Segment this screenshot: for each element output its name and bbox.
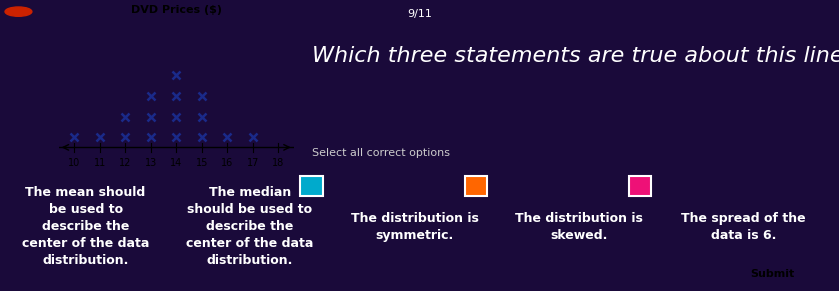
- Text: 10: 10: [68, 158, 81, 168]
- FancyBboxPatch shape: [629, 176, 651, 196]
- Text: 18: 18: [272, 158, 284, 168]
- Text: The median
should be used to
describe the
center of the data
distribution.: The median should be used to describe th…: [186, 187, 314, 267]
- Text: 14: 14: [170, 158, 182, 168]
- Text: The distribution is
skewed.: The distribution is skewed.: [515, 212, 643, 242]
- Text: Which three statements are true about this line plot?: Which three statements are true about th…: [312, 46, 839, 66]
- Text: Select all correct options: Select all correct options: [312, 148, 451, 158]
- Text: 12: 12: [119, 158, 132, 168]
- Text: 17: 17: [247, 158, 259, 168]
- Text: The mean should
be used to
describe the
center of the data
distribution.: The mean should be used to describe the …: [22, 187, 149, 267]
- Title: DVD Prices ($): DVD Prices ($): [131, 5, 221, 15]
- Text: The distribution is
symmetric.: The distribution is symmetric.: [351, 212, 478, 242]
- Text: 11: 11: [93, 158, 106, 168]
- Text: The spread of the
data is 6.: The spread of the data is 6.: [681, 212, 805, 242]
- Text: 16: 16: [221, 158, 233, 168]
- Text: 9/11: 9/11: [407, 9, 432, 19]
- Text: 13: 13: [144, 158, 157, 168]
- FancyBboxPatch shape: [300, 176, 322, 196]
- FancyBboxPatch shape: [465, 176, 487, 196]
- Text: 15: 15: [195, 158, 208, 168]
- Text: Submit: Submit: [750, 269, 794, 278]
